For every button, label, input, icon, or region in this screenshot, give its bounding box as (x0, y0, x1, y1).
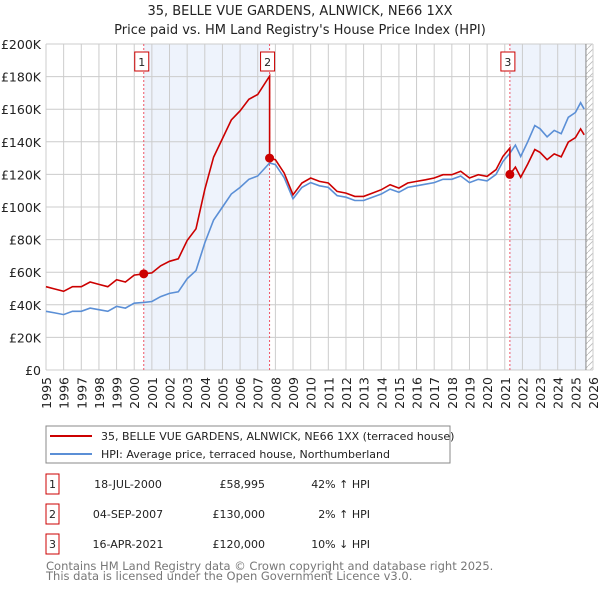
x-tick-label: 2024 (551, 377, 566, 409)
x-tick-label: 1999 (110, 377, 125, 409)
sale-2-flag (260, 51, 276, 72)
x-tick-label: 2004 (198, 377, 213, 409)
y-tick-label: £200K (1, 37, 42, 52)
sale-date: 04-SEP-2007 (93, 508, 163, 521)
sale-hpi-diff: 42% ↑ HPI (311, 478, 370, 491)
sales-table-row: 2 04-SEP-2007 £130,000 2% ↑ HPI (45, 503, 370, 525)
x-tick-label: 2009 (286, 377, 301, 409)
y-tick-label: £140K (1, 135, 42, 150)
y-tick-label: £80K (9, 233, 42, 248)
plot-area: £0 £20K £40K £60K £80K £100K £120K £140K £160K £1… (1, 37, 600, 409)
row-number: 3 (49, 538, 56, 551)
x-tick-label: 1998 (92, 377, 107, 409)
x-tick-label: 2015 (392, 377, 407, 409)
footer-line-1: Contains HM Land Registry data © Crown c… (46, 559, 493, 573)
row-number: 1 (49, 478, 56, 491)
x-tick-label: 2012 (339, 377, 354, 409)
x-tick-label: 2014 (374, 377, 389, 409)
x-tick-label: 2002 (163, 377, 178, 409)
x-tick-label: 2010 (304, 377, 319, 409)
sale-hpi-diff: 2% ↑ HPI (318, 508, 370, 521)
sale-price: £120,000 (213, 538, 266, 551)
row-number-box (45, 473, 60, 495)
footer-line-2: This data is licensed under the Open Gov… (45, 569, 412, 583)
sale-3-point (505, 169, 515, 179)
x-tick-label: 2021 (498, 377, 513, 409)
x-tick-label: 2005 (215, 377, 230, 409)
sale-price: £130,000 (213, 508, 266, 521)
y-tick-label: £0 (25, 363, 41, 378)
x-tick-label: 2011 (321, 377, 336, 409)
y-tick-label: £100K (1, 200, 42, 215)
sale-3-flag-label: 3 (504, 56, 511, 69)
sales-table-row: 3 16-APR-2021 £120,000 10% ↓ HPI (45, 533, 370, 555)
x-tick-label: 2001 (145, 377, 160, 409)
x-tick-label: 2018 (445, 377, 460, 409)
x-tick-label: 2003 (180, 377, 195, 409)
y-tick-label: £60K (9, 265, 42, 280)
hpi-line (45, 101, 585, 316)
legend-label-hpi: HPI: Average price, terraced house, Nort… (101, 448, 390, 461)
x-tick-label: 1997 (74, 377, 89, 409)
x-tick-label: 2017 (427, 377, 442, 409)
y-tick-label: £20K (9, 330, 42, 345)
sale-2-flag-label: 2 (264, 56, 271, 69)
sale-1-flag-label: 1 (138, 56, 145, 69)
sale-date: 16-APR-2021 (92, 538, 163, 551)
x-tick-label: 2000 (127, 377, 142, 409)
x-tick-label: 2013 (357, 377, 372, 409)
sale-1-point (139, 269, 149, 279)
legend-label-price: 35, BELLE VUE GARDENS, ALNWICK, NE66 1XX… (101, 430, 454, 443)
sale-3-flag (500, 51, 516, 72)
legend-box (45, 425, 451, 464)
sale-hpi-diff: 10% ↓ HPI (311, 538, 370, 551)
chart-subtitle: Price paid vs. HM Land Registry's House … (114, 23, 486, 38)
sale-1-flag (134, 51, 150, 72)
y-tick-label: £120K (1, 167, 42, 182)
chart-title: 35, BELLE VUE GARDENS, ALNWICK, NE66 1XX (147, 4, 452, 19)
x-tick-label: 2022 (515, 377, 530, 409)
x-tick-label: 2026 (586, 377, 600, 409)
sale-date: 18-JUL-2000 (94, 478, 162, 491)
y-tick-label: £180K (1, 70, 42, 85)
sale-2-point (265, 153, 275, 163)
x-tick-label: 2019 (462, 377, 477, 409)
x-tick-label: 2023 (533, 377, 548, 409)
x-tick-label: 2008 (268, 377, 283, 409)
x-tick-label: 2025 (568, 377, 583, 409)
x-tick-label: 2020 (480, 377, 495, 409)
x-tick-label: 2016 (410, 377, 425, 409)
sale-price: £58,995 (220, 478, 266, 491)
sales-table-row: 1 18-JUL-2000 £58,995 42% ↑ HPI (45, 473, 370, 495)
x-tick-label: 1995 (39, 377, 54, 409)
row-number: 2 (49, 508, 56, 521)
x-tick-label: 2006 (233, 377, 248, 409)
y-tick-label: £40K (9, 298, 42, 313)
x-tick-label: 2007 (251, 377, 266, 409)
y-tick-label: £160K (1, 102, 42, 117)
row-number-box (45, 533, 60, 555)
x-tick-label: 1996 (57, 377, 72, 409)
row-number-box (45, 503, 60, 525)
legend: 35, BELLE VUE GARDENS, ALNWICK, NE66 1XX… (45, 425, 454, 464)
sales-table: 1 18-JUL-2000 £58,995 42% ↑ HPI 2 04-SEP-2007… (45, 473, 370, 555)
